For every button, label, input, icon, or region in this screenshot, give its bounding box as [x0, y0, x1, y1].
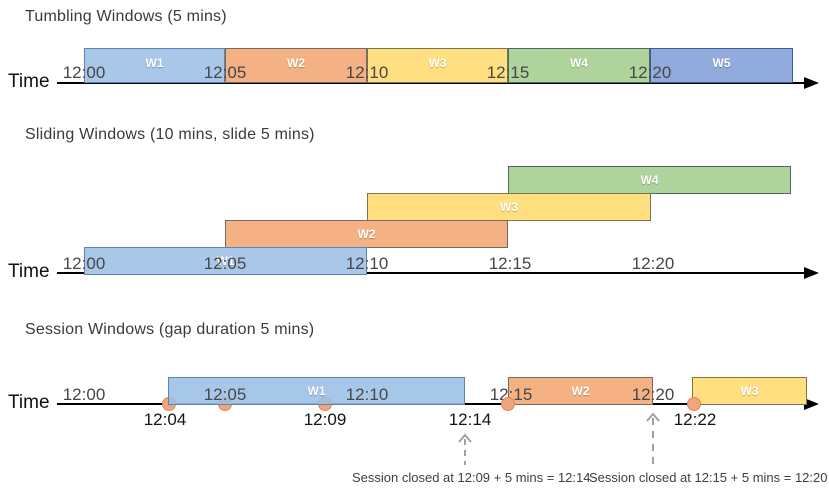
sliding-window-w1: W1: [84, 247, 367, 275]
event-time-label-1222: 12:22: [673, 410, 717, 429]
event-time-label-1204: 12:04: [143, 410, 187, 429]
window-label: W3: [428, 56, 447, 70]
close-time-label-1214: 12:14: [448, 410, 492, 429]
event-dot: [501, 397, 515, 411]
annotation-arrow-icon: [458, 433, 472, 465]
event-dot: [687, 397, 701, 411]
window-label: W4: [570, 56, 588, 70]
sliding-tick-1205: 12:05: [203, 254, 247, 273]
window-label: W3: [740, 384, 759, 398]
tumbling-window-w2: W2: [225, 48, 367, 83]
sliding-timeline: [57, 272, 806, 274]
session-window-w1: W1: [168, 377, 465, 405]
tumbling-time-axis-label: Time: [8, 71, 50, 92]
tumbling-window-w1: W1: [84, 48, 225, 83]
sliding-window-w3: W3: [367, 193, 651, 221]
sliding-window-w4: W4: [508, 166, 791, 194]
tumbling-tick-1210: 12:10: [345, 63, 389, 82]
tumbling-window-w4: W4: [508, 48, 650, 83]
session-window-w2: W2: [508, 377, 653, 405]
sliding-window-w2: W2: [225, 220, 508, 248]
session-time-axis-label: Time: [8, 392, 50, 413]
tumbling-tick-1200: 12:00: [62, 63, 106, 82]
window-label: W1: [307, 384, 326, 398]
sliding-time-axis-label: Time: [8, 261, 50, 282]
session-tick-1210: 12:10: [345, 385, 389, 404]
tumbling-window-w3: W3: [367, 48, 508, 83]
window-label: W3: [500, 200, 518, 214]
window-label: W1: [216, 254, 235, 268]
sliding-tick-1215: 12:15: [488, 254, 532, 273]
event-time-label-1209: 12:09: [303, 410, 347, 429]
session-timeline-arrowhead-icon: [804, 398, 819, 410]
sliding-section-title: Sliding Windows (10 mins, slide 5 mins): [25, 126, 315, 143]
session-tick-1215: 12:15: [489, 385, 533, 404]
annotation-arrow-icon: [646, 412, 660, 465]
tumbling-tick-1220: 12:20: [628, 63, 672, 82]
sliding-timeline-arrowhead-icon: [804, 267, 819, 279]
session-close-annotation-2: Session closed at 12:15 + 5 mins = 12:20: [589, 470, 828, 485]
session-tick-1200: 12:00: [62, 385, 106, 404]
tumbling-tick-1205: 12:05: [203, 63, 247, 82]
window-label: W4: [640, 173, 659, 187]
tumbling-timeline-arrowhead-icon: [804, 77, 819, 89]
session-section-title: Session Windows (gap duration 5 mins): [25, 321, 315, 338]
window-label: W5: [712, 56, 731, 70]
sliding-tick-1210: 12:10: [345, 254, 389, 273]
tumbling-timeline: [57, 82, 806, 84]
window-label: W2: [571, 384, 590, 398]
tumbling-section-title: Tumbling Windows (5 mins): [25, 8, 227, 25]
window-label: W1: [145, 56, 164, 70]
sliding-tick-1200: 12:00: [62, 254, 106, 273]
session-tick-1220: 12:20: [631, 385, 675, 404]
tumbling-tick-1215: 12:15: [486, 63, 530, 82]
sliding-tick-1220: 12:20: [631, 254, 675, 273]
session-close-annotation-1: Session closed at 12:09 + 5 mins = 12:14: [352, 470, 591, 485]
window-label: W2: [357, 227, 376, 241]
session-window-w3: W3: [692, 377, 807, 405]
session-tick-1205: 12:05: [203, 385, 247, 404]
tumbling-window-w5: W5: [650, 48, 793, 83]
window-label: W2: [287, 56, 305, 70]
